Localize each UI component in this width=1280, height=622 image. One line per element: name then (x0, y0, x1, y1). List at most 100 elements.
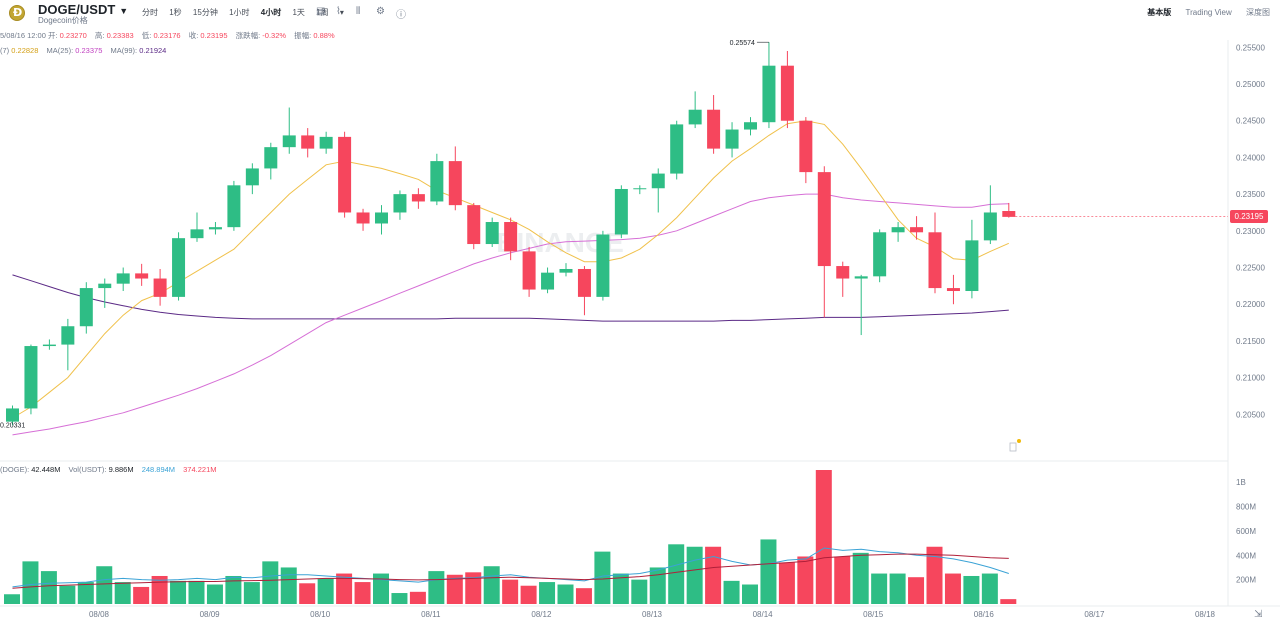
volume-bar (852, 552, 869, 604)
vol-ma10-value: 374.221M (183, 465, 217, 474)
volume-bar (908, 577, 925, 604)
volume-bar (557, 584, 574, 604)
volume-bar (815, 470, 832, 604)
candle-body (79, 288, 93, 327)
change-value: -0.32% (262, 31, 287, 40)
volume-bar (465, 572, 482, 604)
time-tick-label: 08/12 (531, 610, 552, 619)
volume-bar (243, 582, 260, 604)
ma25-value: 0.23375 (75, 46, 103, 55)
volume-bar (299, 583, 316, 604)
volume-bar (188, 580, 205, 604)
chart-type-icon[interactable]: ⫴ (356, 6, 361, 17)
volume-bar (668, 544, 685, 604)
candle-body (910, 227, 924, 233)
interval-4h[interactable]: 4小时 (260, 8, 282, 17)
interval-timeline[interactable]: 分时 (142, 8, 158, 17)
ma-legend: (7) 0.22828 MA(25): 0.23375 MA(99): 0.21… (0, 46, 166, 55)
low-marker-label: 0.20331 (0, 422, 25, 429)
volume-bar (649, 567, 666, 604)
ma7-value: 0.22828 (11, 46, 39, 55)
volume-bar (520, 585, 537, 604)
volume-bar (59, 585, 76, 604)
candle-body (541, 272, 555, 290)
time-tick-label: 08/15 (863, 610, 884, 619)
candle-body (854, 276, 868, 279)
price-tick-label: 0.23500 (1236, 190, 1265, 199)
candle-body (301, 135, 315, 149)
ma99-label: MA(99): (110, 46, 138, 55)
volume-bar (170, 580, 187, 604)
volume-bar (575, 588, 592, 604)
ma25-label: MA(25): (46, 46, 74, 55)
candle-body (780, 65, 794, 121)
volume-bar (742, 584, 758, 604)
indicator-icon[interactable]: ⌇ (336, 6, 341, 17)
volume-bar (428, 571, 445, 604)
interval-1d[interactable]: 1天 (292, 8, 305, 17)
volume-bar (354, 582, 371, 604)
volume-bar (612, 573, 629, 604)
pair-selector[interactable]: DOGE/USDT ▼ (38, 2, 128, 17)
candle-body (891, 227, 905, 233)
change-label: 涨跌幅: (235, 31, 261, 40)
interval-15m[interactable]: 15分钟 (192, 8, 218, 17)
price-tick-label: 0.21000 (1236, 374, 1265, 383)
volume-bar (483, 566, 500, 604)
vol-usdt-label: Vol(USDT): (68, 465, 107, 474)
view-tradingview[interactable]: Trading View (1185, 8, 1232, 17)
time-tick-label: 08/08 (89, 610, 110, 619)
candle-body (135, 273, 149, 279)
more-intervals-icon[interactable]: ▾ (339, 8, 344, 17)
dogecoin-logo-icon (9, 5, 25, 21)
volume-bar (631, 579, 648, 604)
candle-body (319, 136, 333, 149)
volume-bar (40, 571, 57, 604)
candle-body (393, 194, 407, 213)
volume-bar (981, 573, 998, 604)
price-tick-label: 0.24000 (1236, 153, 1265, 162)
chevron-down-icon: ▼ (119, 6, 129, 16)
volume-bar (889, 573, 906, 604)
ma99-line (12, 274, 1009, 322)
candle-body (116, 273, 130, 284)
volume-bar (594, 551, 611, 604)
candle-body (762, 65, 776, 123)
calendar-icon[interactable]: ▤ (316, 6, 326, 17)
candle-body (375, 212, 388, 224)
view-depth[interactable]: 深度图 (1246, 8, 1270, 17)
view-basic[interactable]: 基本版 (1147, 8, 1172, 17)
interval-1s[interactable]: 1秒 (169, 8, 182, 17)
candle-body (946, 288, 960, 292)
amplitude-label: 振幅: (294, 31, 312, 40)
current-price-tag: 0.23195 (1230, 210, 1268, 223)
candle-body (411, 194, 425, 202)
volume-bar (926, 546, 943, 604)
vol-ma5-value: 248.894M (141, 465, 176, 474)
volume-bar (502, 579, 519, 604)
volume-bar (797, 556, 814, 604)
volume-tick-label: 1B (1236, 478, 1246, 487)
volume-legend: (DOGE): 42.448M Vol(USDT): 9.886M 248.89… (0, 465, 217, 474)
volume-bar (206, 584, 223, 604)
axis-settings-icon: ⇲ (1254, 609, 1263, 620)
candle-body (1002, 211, 1016, 217)
interval-1h[interactable]: 1小时 (229, 8, 250, 17)
vol-doge-value: 42.448M (31, 465, 61, 474)
volume-bar (336, 573, 353, 604)
candle-body (153, 278, 167, 297)
price-tick-label: 0.22000 (1236, 300, 1265, 309)
candle-body (356, 212, 370, 224)
volume-bar (391, 593, 408, 604)
high-value: 0.23383 (106, 31, 134, 40)
price-tick-label: 0.22500 (1236, 264, 1265, 273)
settings-icon[interactable]: ⚙ (376, 6, 385, 17)
info-icon[interactable]: ⓘ (396, 10, 406, 21)
candle-body (227, 185, 241, 228)
pair-subtitle: Dogecoin价格 (38, 16, 88, 25)
pair-title: DOGE/USDT (38, 2, 116, 17)
candle-body (725, 129, 739, 149)
candle-body (965, 240, 979, 292)
interval-1w[interactable]: 1周 (316, 8, 329, 17)
